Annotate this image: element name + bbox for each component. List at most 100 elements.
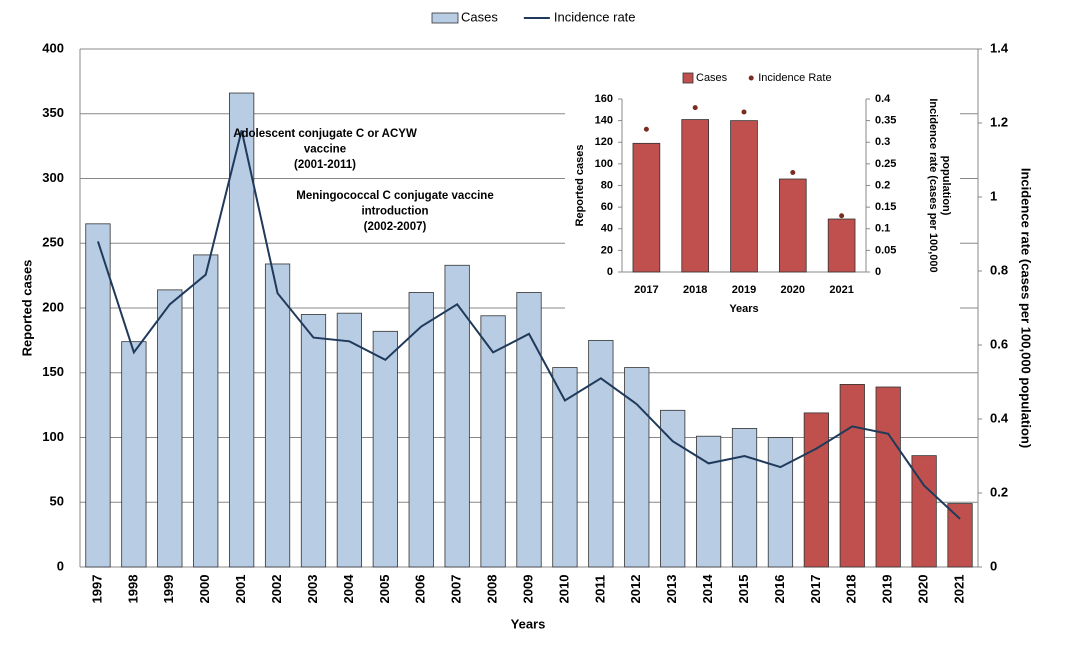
y2-tick-label: 0.2 [875,179,890,191]
line [97,130,961,520]
bar [695,435,722,568]
point [741,109,747,115]
legend-label: Incidence rate [554,9,636,24]
inset-background [565,62,960,324]
point [643,126,649,132]
bar [839,384,865,568]
bar [516,292,542,568]
bar [480,315,506,568]
x-tick-label: 2000 [197,575,212,604]
bar [624,367,650,568]
bar [588,339,614,568]
bar [947,503,973,568]
bar [778,178,807,273]
x-tick-label: 2004 [341,574,356,604]
x-tick-label: 2018 [683,284,707,296]
y2-tick-label: 0.8 [990,262,1008,277]
y-tick-label: 200 [42,299,64,314]
x-axis-title: Years [511,616,546,631]
y2-tick-label: 1 [990,188,997,203]
x-tick-label: 2007 [449,575,464,604]
bar [731,428,758,568]
x-tick-label: 2020 [781,284,805,296]
y-tick-label: 80 [601,179,613,191]
x-tick-label: 2019 [732,284,756,296]
point [839,213,845,219]
legend-label: Incidence Rate [758,72,831,84]
annotation: Adolescent conjugate C or ACYW [233,128,417,140]
legend-label: Cases [461,9,498,24]
bar [85,223,111,568]
x-tick-label: 2011 [592,575,607,603]
x-tick-label: 2001 [233,575,248,604]
x-axis-title: Years [729,303,758,315]
y-tick-label: 250 [42,235,64,250]
y2-tick-label: 1.4 [990,40,1009,55]
x-tick-label: 2010 [556,575,571,604]
y-tick-label: 60 [601,201,613,213]
y-tick-label: 0 [607,266,613,278]
bar [121,341,147,568]
y-tick-label: 40 [601,223,613,235]
chart-group: 0 20 40 60 80 100 120 140 160 0 0.05 0.1 0.15 0.2 0.25… [565,62,960,324]
x-tick-label: 2005 [377,575,392,604]
bar [229,92,255,568]
y-tick-label: 120 [595,136,613,148]
bar [681,119,710,273]
y-axis-title: Reported cases [19,260,34,357]
x-tick-label: 2021 [829,284,853,296]
bar [875,386,901,568]
x-tick-label: 2017 [634,284,658,296]
y2-tick-label: 0.35 [875,115,896,127]
bar [767,437,794,568]
bar [372,330,398,568]
y-tick-label: 150 [42,364,64,379]
y-axis-title: Reported cases [574,145,586,227]
bar [408,292,434,568]
x-tick-label: 2003 [305,575,320,604]
y-tick-label: 350 [42,105,64,120]
x-tick-label: 2015 [736,575,751,604]
x-tick-label: 2013 [664,575,679,604]
bar [803,412,829,568]
bar [730,120,758,273]
bar [552,367,578,568]
y2-tick-label: 0.05 [875,244,896,256]
chart-group: 05010015020025030035040000.20.40.60.811.… [19,9,1033,631]
y-tick-label: 400 [42,40,64,55]
legend-swatch [748,75,754,81]
annotation: introduction [361,206,428,218]
annotation: (2001-2011) [294,159,356,171]
annotation: (2002-2007) [364,221,427,233]
y-tick-label: 20 [601,244,613,256]
legend-label: Cases [696,72,728,84]
bar [660,409,686,568]
y2-tick-label: 0.4 [990,410,1009,425]
y-tick-label: 50 [50,494,64,509]
y2-axis-title: Incidence rate (cases per 100,000 popula… [1019,168,1034,448]
x-tick-label: 2020 [916,575,931,604]
y2-axis-title: population) [940,156,952,216]
y2-tick-label: 0.2 [990,484,1008,499]
bar [827,218,856,273]
y-tick-label: 100 [42,429,64,444]
legend-swatch [682,72,694,84]
x-tick-label: 2012 [628,575,643,604]
x-tick-label: 1997 [89,575,104,604]
x-tick-label: 1999 [161,575,176,604]
x-tick-label: 2017 [808,575,823,604]
y-tick-label: 0 [57,558,64,573]
point [790,170,796,176]
x-tick-label: 2002 [269,575,284,604]
y2-tick-label: 0.4 [875,93,891,105]
annotation: Meningococcal C conjugate vaccine [296,190,493,202]
y2-tick-label: 0 [990,558,997,573]
y2-tick-label: 0.15 [875,201,896,213]
y-tick-label: 140 [595,115,613,127]
bar [632,142,661,273]
y2-axis-title: Incidence rate (cases per 100,000 [927,98,939,272]
y-tick-label: 300 [42,170,64,185]
y2-tick-label: 0.25 [875,158,896,170]
bar [193,254,219,568]
point [692,105,698,111]
